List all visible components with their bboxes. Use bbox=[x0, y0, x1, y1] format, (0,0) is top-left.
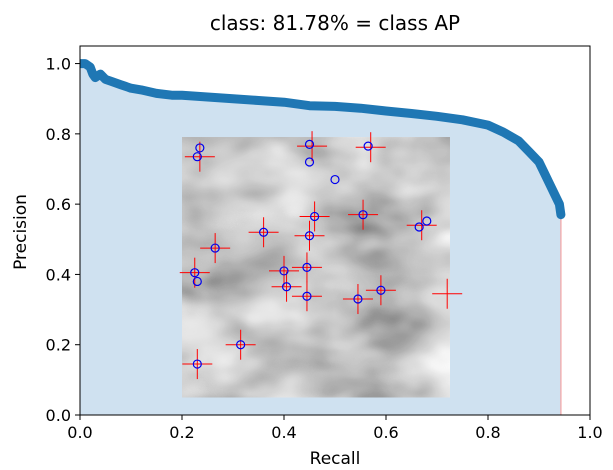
detection-cross-marker bbox=[299, 201, 330, 232]
detection-circle-marker bbox=[310, 211, 320, 222]
detection-circle-marker bbox=[376, 285, 386, 295]
detection-circle-marker bbox=[304, 157, 315, 167]
y-tick-label: 0.4 bbox=[46, 265, 71, 284]
x-tick-label: 0.8 bbox=[475, 423, 500, 442]
y-axis: 0.0 0.2 0.4 0.6 0.8 1.0 bbox=[46, 55, 80, 425]
detection-circle-marker bbox=[330, 174, 340, 185]
detection-circle-marker bbox=[304, 231, 315, 241]
x-tick-label: 0.0 bbox=[67, 423, 92, 442]
detection-cross-marker bbox=[365, 275, 396, 306]
detection-cross-marker bbox=[348, 199, 379, 230]
detection-cross-marker bbox=[248, 217, 279, 248]
y-axis-label: Precision bbox=[11, 194, 31, 270]
detection-circle-marker bbox=[358, 210, 368, 220]
detection-cross-marker bbox=[271, 271, 302, 302]
detection-circle-marker bbox=[236, 340, 246, 350]
detection-circle-marker bbox=[302, 291, 312, 301]
detection-cross-marker bbox=[291, 252, 322, 283]
x-tick-label: 0.6 bbox=[373, 423, 398, 442]
x-tick-label: 0.2 bbox=[169, 423, 194, 442]
detection-circle-marker bbox=[259, 227, 269, 237]
y-tick-label: 1.0 bbox=[46, 55, 71, 74]
detection-circle-marker bbox=[195, 143, 205, 153]
detection-circle-marker bbox=[192, 276, 202, 287]
y-tick-label: 0.6 bbox=[46, 195, 71, 214]
detection-cross-marker bbox=[406, 210, 437, 241]
x-axis: 0.0 0.2 0.4 0.6 0.8 1.0 bbox=[67, 415, 603, 442]
detection-cross-marker bbox=[294, 220, 325, 251]
detection-circle-marker bbox=[304, 139, 315, 149]
detection-circle-marker bbox=[192, 359, 202, 369]
detection-circle-marker bbox=[192, 152, 202, 162]
detection-cross-marker bbox=[342, 284, 373, 315]
x-axis-label: Recall bbox=[310, 449, 361, 469]
y-tick-label: 0.8 bbox=[46, 125, 71, 144]
y-tick-label: 0.2 bbox=[46, 336, 71, 355]
detection-cross-marker bbox=[432, 278, 463, 309]
detection-circle-marker bbox=[210, 243, 220, 253]
chart-title: class: 81.78% = class AP bbox=[210, 11, 460, 35]
detection-cross-marker bbox=[200, 233, 231, 264]
detection-circle-marker bbox=[422, 216, 432, 226]
plot-frame bbox=[79, 45, 591, 416]
x-tick-label: 0.4 bbox=[271, 423, 296, 442]
detection-cross-marker bbox=[355, 132, 386, 163]
detection-cross-marker bbox=[182, 349, 213, 380]
y-tick-label: 0.0 bbox=[46, 406, 71, 425]
detection-cross-marker bbox=[179, 257, 210, 288]
detection-circle-marker bbox=[414, 222, 424, 232]
series-line bbox=[80, 59, 566, 220]
detection-circle-marker bbox=[302, 262, 312, 272]
detection-cross-marker bbox=[291, 281, 322, 312]
detection-cross-marker bbox=[269, 255, 299, 286]
detection-cross-marker bbox=[297, 131, 328, 162]
inset-image bbox=[179, 131, 463, 398]
detection-circle-marker bbox=[363, 141, 373, 151]
detection-circle-marker bbox=[281, 282, 292, 292]
x-tick-label: 1.0 bbox=[577, 423, 602, 442]
detection-circle-marker bbox=[279, 266, 289, 276]
detection-circle-marker bbox=[353, 294, 363, 304]
detection-circle-marker bbox=[190, 268, 200, 278]
detection-cross-marker bbox=[225, 329, 256, 360]
detection-cross-marker bbox=[184, 141, 215, 172]
